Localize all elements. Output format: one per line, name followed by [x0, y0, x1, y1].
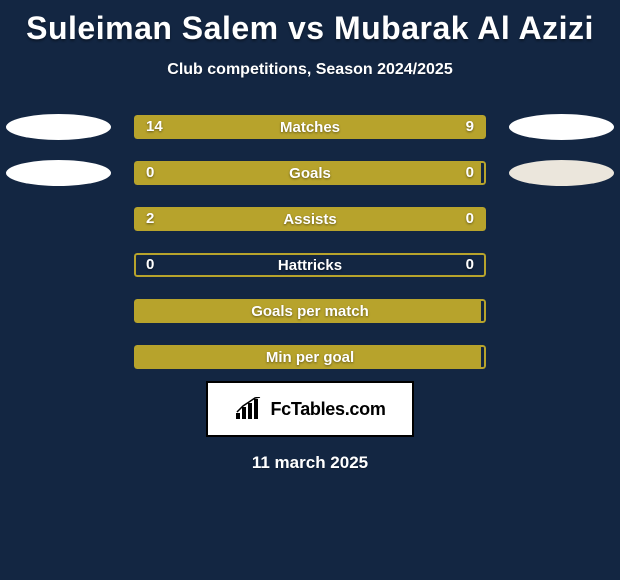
avatar-right — [509, 160, 614, 186]
avatar-left — [6, 160, 111, 186]
avatar-left — [6, 114, 111, 140]
page-title: Suleiman Salem vs Mubarak Al Azizi — [0, 0, 620, 47]
stat-row: Min per goal — [0, 345, 620, 369]
stat-bar: 00Hattricks — [134, 253, 486, 277]
logo-text: FcTables.com — [270, 399, 385, 420]
stat-row: 20Assists — [0, 207, 620, 231]
date-text: 11 march 2025 — [0, 453, 620, 473]
stat-bar: 20Assists — [134, 207, 486, 231]
stat-bar: 149Matches — [134, 115, 486, 139]
logo-box: FcTables.com — [206, 381, 414, 437]
stat-label: Goals — [134, 161, 486, 185]
stat-label: Goals per match — [134, 299, 486, 323]
stat-label: Assists — [134, 207, 486, 231]
stat-row: 149Matches — [0, 115, 620, 139]
stat-label: Min per goal — [134, 345, 486, 369]
stat-row: 00Goals — [0, 161, 620, 185]
stat-row: Goals per match — [0, 299, 620, 323]
stat-bar: 00Goals — [134, 161, 486, 185]
stat-bar: Min per goal — [134, 345, 486, 369]
stat-label: Hattricks — [134, 253, 486, 277]
avatar-right — [509, 114, 614, 140]
logo-bars-icon — [234, 397, 264, 421]
subtitle: Club competitions, Season 2024/2025 — [0, 61, 620, 79]
stat-bar: Goals per match — [134, 299, 486, 323]
comparison-rows: 149Matches 00Goals 20Assists 00Hattricks Goa… — [0, 115, 620, 369]
stat-label: Matches — [134, 115, 486, 139]
stat-row: 00Hattricks — [0, 253, 620, 277]
